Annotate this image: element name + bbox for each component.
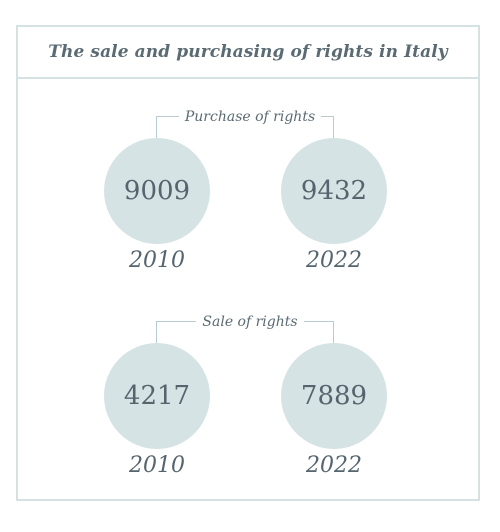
value-text: 9009 [123,176,191,206]
value-text: 7889 [300,381,368,411]
section-label-text: Purchase of rights [178,109,322,125]
section-label: Purchase of rights [0,106,500,125]
value-circle-2010: 4217 [104,343,210,449]
year-label-2022: 2022 [306,453,362,478]
value-circle-2022: 9432 [281,138,387,244]
value-text: 9432 [300,176,368,206]
year-label-2010: 2010 [129,453,185,478]
page-title: The sale and purchasing of rights in Ita… [48,42,448,62]
header: The sale and purchasing of rights in Ita… [18,27,478,79]
section-label: Sale of rights [0,311,500,330]
year-label-2022: 2022 [306,248,362,273]
value-circle-2010: 9009 [104,138,210,244]
value-text: 4217 [123,381,191,411]
year-label-2010: 2010 [129,248,185,273]
value-circle-2022: 7889 [281,343,387,449]
infographic-frame: The sale and purchasing of rights in Ita… [16,25,480,501]
section-label-text: Sale of rights [196,314,304,330]
